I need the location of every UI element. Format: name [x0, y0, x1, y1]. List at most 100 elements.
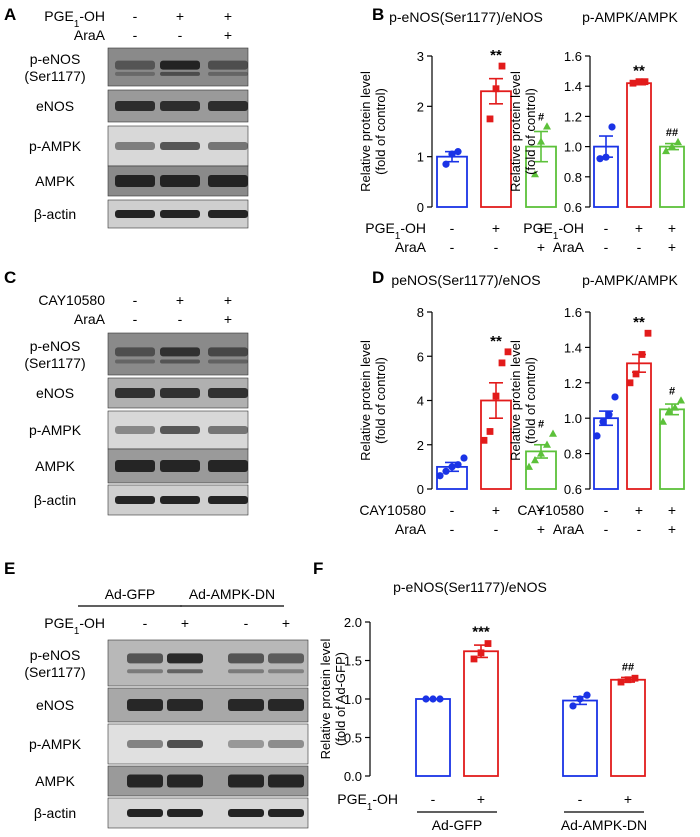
treatment-label: PGE1-OH	[44, 8, 105, 30]
y-tick-label: 2.0	[344, 615, 362, 630]
data-point	[454, 148, 462, 156]
data-point	[543, 122, 551, 130]
treatment-sign: -	[494, 239, 499, 255]
blot-band	[167, 669, 203, 674]
treatment-sign: -	[133, 311, 138, 327]
treatment-sign: -	[578, 791, 583, 807]
y-tick-label: 6	[417, 349, 424, 364]
treatment-sign: +	[224, 27, 232, 43]
blot-band	[167, 699, 203, 711]
blot-band	[167, 740, 203, 748]
blot-band	[208, 175, 248, 187]
blot-band	[115, 71, 155, 76]
blot-label: β-actin	[34, 492, 76, 508]
blot-band	[208, 60, 248, 70]
data-point	[674, 137, 682, 146]
treatment-sign: +	[624, 791, 632, 807]
blot-band	[127, 740, 163, 748]
blot-band	[208, 426, 248, 434]
data-point	[608, 123, 616, 131]
data-point	[429, 695, 437, 703]
data-point	[454, 461, 462, 469]
blot-band	[268, 740, 304, 748]
blot-label: eNOS	[36, 697, 74, 713]
blot-band	[208, 460, 248, 472]
blot-band	[127, 653, 163, 664]
treatment-sign: +	[668, 502, 676, 518]
blot-band	[127, 774, 163, 788]
treatment-sign: -	[244, 615, 249, 631]
data-point	[665, 406, 673, 415]
data-point	[611, 393, 619, 401]
significance-label: ##	[622, 661, 634, 673]
treatment-label: PGE1-OH	[523, 220, 584, 242]
y-tick-label: 0.6	[564, 200, 582, 215]
treatment-sign: -	[604, 502, 609, 518]
blot-band	[160, 101, 200, 111]
chart-title: p-AMPK/AMPK	[582, 272, 678, 288]
significance-label: #	[538, 419, 544, 431]
treatment-sign: -	[133, 292, 138, 308]
blot-band	[228, 699, 264, 711]
blot-label: (Ser1177)	[24, 355, 85, 371]
significance-label: **	[490, 47, 502, 64]
blot-band	[167, 653, 203, 664]
y-tick-label: 1.0	[344, 692, 362, 707]
treatment-sign: +	[477, 791, 485, 807]
western-blot-panel-a: PGE1-OH - + + AraA - - + p-eNOS(Ser1177) eNOS p-AM…	[24, 8, 249, 229]
data-point	[605, 411, 613, 419]
data-point	[537, 449, 545, 457]
y-tick-label: 1.2	[564, 376, 582, 391]
y-axis-label: (fold of Ad-GFP)	[333, 652, 348, 746]
treatment-sign: +	[537, 220, 545, 236]
blot-band	[115, 175, 155, 187]
treatment-label: AraA	[395, 239, 427, 255]
blot-band	[228, 653, 264, 664]
treatment-sign: -	[450, 521, 455, 537]
data-point	[436, 695, 444, 703]
blot-label: p-AMPK	[29, 736, 82, 752]
treatment-label: AraA	[74, 27, 106, 43]
blot-label: p-AMPK	[29, 422, 82, 438]
data-point	[593, 432, 601, 440]
group-label: Ad-GFP	[105, 586, 156, 602]
blot-band	[268, 809, 304, 817]
y-tick-label: 1.4	[564, 79, 582, 94]
y-tick-label: 0.8	[564, 170, 582, 185]
data-point	[549, 429, 557, 437]
treatment-label: PGE1-OH	[365, 220, 426, 242]
y-tick-label: 1.5	[344, 654, 362, 669]
treatment-label: CAY10580	[38, 292, 105, 308]
blot-band	[268, 669, 304, 674]
panel-letter-b: B	[372, 5, 384, 24]
data-point	[436, 472, 444, 480]
y-tick-label: 8	[417, 305, 424, 320]
treatment-sign: +	[224, 311, 232, 327]
blot-band	[127, 699, 163, 711]
data-point	[442, 467, 450, 475]
blot-band	[228, 669, 264, 674]
blot-band	[160, 60, 200, 70]
treatment-label: PGE1-OH	[337, 791, 398, 813]
data-point	[448, 150, 456, 158]
blot-band	[268, 774, 304, 788]
significance-label: **	[633, 63, 645, 80]
y-axis-label: Relative protein level	[318, 639, 333, 760]
blot-band	[228, 740, 264, 748]
y-tick-label: 0	[417, 482, 424, 497]
treatment-sign: +	[635, 502, 643, 518]
blot-label: (Ser1177)	[24, 68, 85, 84]
significance-label: ***	[472, 624, 490, 641]
treatment-sign: -	[450, 239, 455, 255]
data-point	[480, 436, 488, 444]
blot-band	[208, 388, 248, 398]
treatment-sign: +	[668, 220, 676, 236]
y-tick-label: 0.0	[344, 769, 362, 784]
blot-label: p-eNOS	[30, 51, 81, 67]
y-tick-label: 3	[417, 49, 424, 64]
blot-band	[127, 669, 163, 674]
blot-band	[167, 774, 203, 788]
y-tick-label: 1.0	[564, 140, 582, 155]
y-tick-label: 1	[417, 150, 424, 165]
